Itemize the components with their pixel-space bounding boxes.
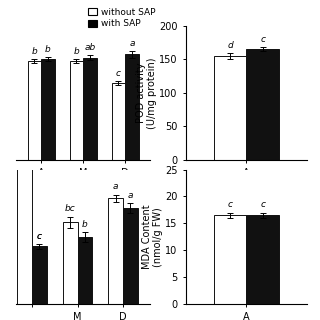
Bar [32, 246, 46, 304]
Bar [77, 237, 92, 304]
Text: c: c [260, 200, 265, 209]
Bar [214, 56, 246, 160]
Bar [28, 61, 41, 160]
Text: a: a [128, 191, 133, 200]
Text: c: c [260, 35, 265, 44]
Text: ab: ab [84, 43, 96, 52]
Bar [214, 215, 246, 304]
Bar [83, 58, 97, 160]
Bar [123, 208, 138, 304]
Text: a: a [129, 39, 135, 48]
Text: b: b [45, 44, 51, 53]
Text: c: c [37, 232, 42, 241]
Y-axis label: POD activity
(U/mg protein): POD activity (U/mg protein) [136, 57, 157, 129]
Bar [63, 222, 77, 304]
Bar [17, 0, 32, 304]
Text: c: c [228, 200, 233, 209]
Bar [125, 54, 139, 160]
Legend: without SAP, with SAP: without SAP, with SAP [88, 8, 155, 28]
Text: a: a [113, 182, 118, 191]
Text: c: c [116, 69, 121, 78]
Bar [246, 215, 279, 304]
Text: b: b [82, 220, 88, 228]
Bar [112, 83, 125, 160]
Bar [70, 61, 83, 160]
Y-axis label: MDA Content
(nmol/g FW): MDA Content (nmol/g FW) [142, 204, 164, 269]
Text: b: b [32, 46, 37, 55]
Bar [246, 49, 279, 160]
Bar [108, 198, 123, 304]
Text: bc: bc [65, 204, 76, 213]
Text: c: c [37, 232, 42, 241]
Bar [41, 59, 55, 160]
Text: d: d [227, 41, 233, 50]
Text: b: b [74, 46, 79, 55]
